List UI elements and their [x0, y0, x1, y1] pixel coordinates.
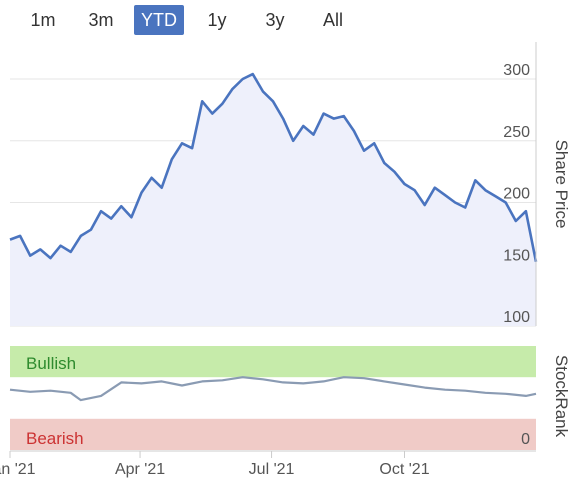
x-axis-label: Jan '21 [0, 461, 36, 478]
bearish-band [10, 418, 536, 450]
range-button-ytd[interactable]: YTD [134, 5, 184, 35]
price-tick-label: 200 [503, 186, 530, 203]
share-price-axis-title: Share Price [552, 140, 571, 229]
bullish-band [10, 346, 536, 378]
price-tick-label: 250 [503, 124, 530, 141]
x-axis-label: Apr '21 [115, 461, 165, 478]
range-button-all[interactable]: All [322, 10, 343, 30]
stockrank-tick-labels: 0 [521, 431, 530, 448]
price-line [9, 72, 538, 263]
bullish-label: Bullish [26, 354, 76, 373]
x-axis: Jan '21 Apr '21 Jul '21 Oct '21 [0, 451, 430, 478]
price-tick-label: 300 [503, 62, 530, 79]
price-area [10, 74, 536, 326]
bearish-label: Bearish [26, 429, 84, 448]
range-button-3m[interactable]: 3m [88, 10, 114, 30]
range-button-1y[interactable]: 1y [207, 10, 227, 30]
stockrank-tick-label: 0 [521, 431, 530, 448]
x-axis-label: Jul '21 [249, 461, 295, 478]
x-axis-label: Oct '21 [379, 461, 429, 478]
stockrank-axis-title: StockRank [552, 355, 571, 438]
price-tick-labels: 300 250 200 150 100 [503, 62, 530, 326]
range-button-3y[interactable]: 3y [265, 10, 285, 30]
stockrank-line [9, 376, 537, 402]
price-tick-label: 100 [503, 309, 530, 326]
price-tick-label: 150 [503, 247, 530, 264]
range-selector: 1m 3m YTD 1y 3y All [0, 0, 576, 40]
range-button-1m[interactable]: 1m [30, 10, 56, 30]
